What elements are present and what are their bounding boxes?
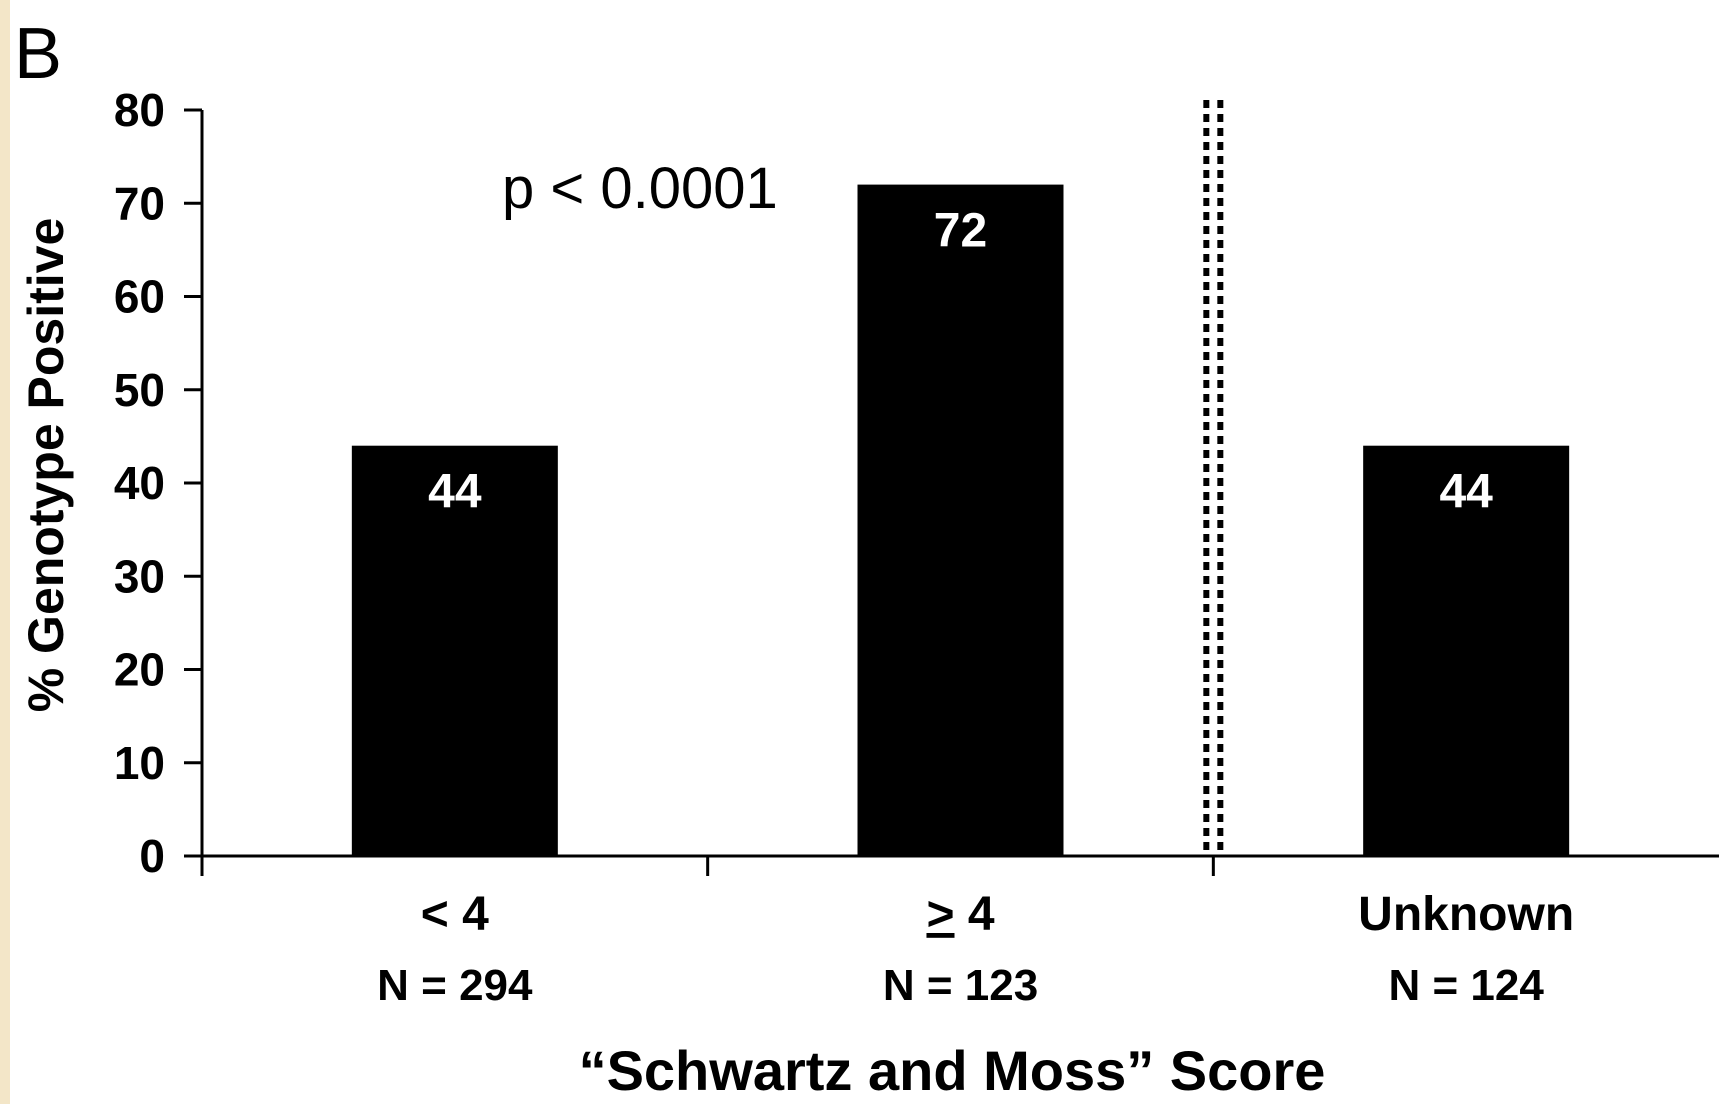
y-tick-label: 60 — [114, 271, 165, 323]
y-tick-label: 70 — [114, 177, 165, 229]
category-value: 4 — [955, 888, 995, 941]
y-tick-label: 80 — [114, 84, 165, 136]
y-tick-label: 40 — [114, 457, 165, 509]
bar-data-label: 44 — [1439, 466, 1493, 519]
y-axis-title: % Genotype Positive — [18, 218, 74, 713]
category-symbol: < — [421, 888, 449, 941]
bar — [1363, 445, 1570, 856]
x-category-sample-size: N = 294 — [377, 961, 533, 1010]
x-category-label: > 4 — [926, 888, 994, 941]
p-value-annotation: p < 0.0001 — [502, 156, 778, 221]
category-value: 4 — [449, 888, 489, 941]
x-category-sample-size: N = 123 — [883, 961, 1038, 1010]
bar — [857, 184, 1064, 857]
bar — [351, 445, 558, 856]
x-category-label: < 4 — [421, 888, 489, 941]
bar-data-labels: 44 72 44 — [428, 205, 1493, 519]
category-symbol: > — [926, 888, 954, 941]
y-tick-label: 0 — [139, 830, 165, 882]
panel-label: B — [14, 14, 62, 94]
left-edge-strip — [0, 0, 10, 1104]
x-category-label: Unknown — [1358, 888, 1574, 941]
y-axis-ticks: 0 10 20 30 40 50 60 70 80 — [114, 84, 202, 882]
x-axis-title: “Schwartz and Moss” Score — [579, 1039, 1326, 1102]
y-tick-label: 50 — [114, 364, 165, 416]
y-tick-label: 10 — [114, 737, 165, 789]
y-tick-label: 20 — [114, 644, 165, 696]
bar-data-label: 44 — [428, 466, 482, 519]
y-tick-label: 30 — [114, 550, 165, 602]
category-separator — [1203, 100, 1224, 856]
bar-data-label: 72 — [934, 205, 987, 258]
x-category-sample-size: N = 124 — [1388, 961, 1544, 1010]
x-axis-category-labels: < 4 N = 294 > 4 N = 123 Unknown N = 124 — [377, 888, 1574, 1010]
bars — [351, 184, 1570, 857]
